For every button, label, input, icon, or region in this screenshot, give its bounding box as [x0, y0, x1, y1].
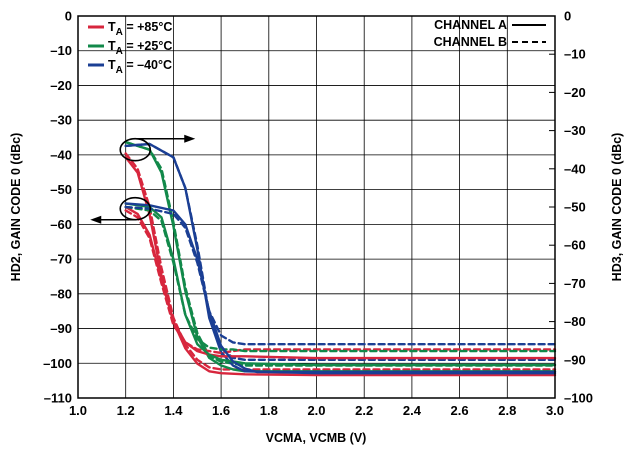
annotations — [90, 134, 196, 224]
x-tick-label: 1.4 — [164, 403, 183, 418]
series-line — [124, 205, 557, 346]
y-tick-label-right: –60 — [564, 238, 586, 253]
y-tick-label-left: –20 — [50, 78, 72, 93]
channel-legend-label: CHANNEL A — [434, 18, 507, 32]
y-tick-label-right: –100 — [564, 391, 593, 406]
y-tick-label-right: –20 — [564, 85, 586, 100]
series-line — [124, 202, 557, 367]
channel-legend: CHANNEL A CHANNEL B — [434, 18, 546, 49]
x-tick-label: 1.8 — [260, 403, 278, 418]
x-tick-label: 1.6 — [212, 403, 230, 418]
series-line — [124, 202, 557, 374]
y-tick-label-right: –30 — [564, 123, 586, 138]
x-tick-label: 1.0 — [69, 403, 87, 418]
legend-label: TA = +25°C — [108, 39, 172, 57]
y-tick-label-left: 0 — [65, 9, 72, 24]
plot-frame — [77, 15, 556, 399]
y-axis-title-right: HD3, GAIN CODE 0 (dBc) — [610, 133, 624, 282]
x-tick-label: 2.8 — [498, 403, 516, 418]
y-tick-label-right: –10 — [564, 47, 586, 62]
x-tick-label: 2.6 — [451, 403, 469, 418]
annotation-ellipse — [119, 137, 152, 162]
y-tick-label-right: –40 — [564, 161, 586, 176]
y-tick-label-right: –90 — [564, 352, 586, 367]
x-axis-title: VCMA, VCMB (V) — [266, 431, 367, 445]
series-layer — [124, 140, 557, 377]
grid — [78, 16, 555, 398]
y-axis-title-left: HD2, GAIN CODE 0 (dBc) — [9, 133, 23, 282]
y-tick-label-right: –50 — [564, 200, 586, 215]
y-tick-label-left: –110 — [44, 391, 72, 406]
x-tick-label: 2.4 — [403, 403, 422, 418]
series-line — [124, 140, 557, 367]
y-tick-label-right: –80 — [564, 314, 586, 329]
arrowhead — [184, 134, 196, 143]
y-tick-label-left: –90 — [50, 321, 72, 336]
series-line — [124, 152, 557, 371]
y-tick-label-left: –50 — [50, 182, 72, 197]
y-tick-label-left: –40 — [50, 147, 72, 162]
y-tick-label-left: –70 — [50, 252, 72, 267]
x-tick-label: 1.2 — [117, 403, 135, 418]
series-line — [124, 205, 557, 353]
x-tick-label: 2.2 — [355, 403, 373, 418]
x-tick-label: 2.0 — [307, 403, 325, 418]
y-tick-label-left: –10 — [50, 43, 72, 58]
y-tick-label-left: –30 — [50, 113, 72, 128]
temperature-legend: TA = +85°CTA = +25°CTA = –40°C — [88, 20, 172, 76]
y-tick-label-left: –100 — [43, 356, 72, 371]
arrowhead — [90, 215, 102, 224]
y-tick-label-left: –60 — [50, 217, 72, 232]
y-tick-label-left: –80 — [50, 286, 72, 301]
series-line — [124, 209, 557, 355]
tick-labels: 1.0 1.2 1.4 1.6 1.8 2.0 2.2 2.4 2.6 2.8 3.0 0 –10 –20… — [43, 9, 593, 419]
y-tick-label-right: 0 — [564, 9, 571, 24]
y-tick-label-right: –70 — [564, 276, 586, 291]
legend-label: TA = +85°C — [108, 20, 172, 38]
legend-label: TA = –40°C — [108, 58, 172, 76]
x-tick-label: 3.0 — [546, 403, 564, 418]
channel-legend-label: CHANNEL B — [434, 35, 507, 49]
